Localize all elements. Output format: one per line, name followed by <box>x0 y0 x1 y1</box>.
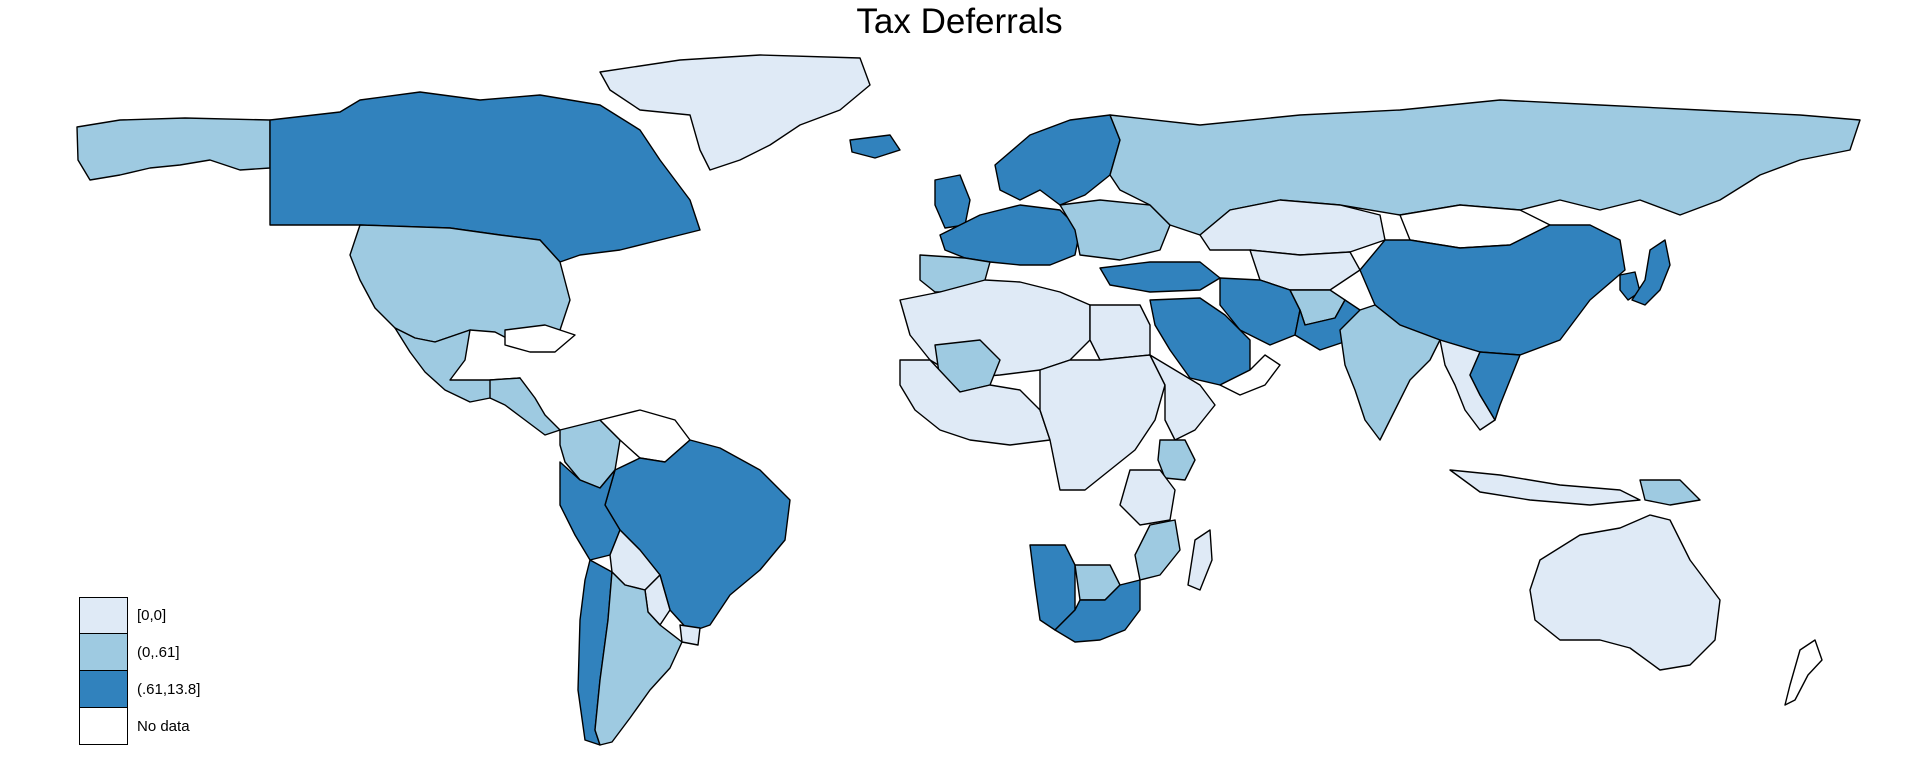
region-east-africa <box>1149 354 1216 441</box>
legend-label: [0,0] <box>137 607 167 624</box>
region-vietnam <box>1469 351 1521 421</box>
region-scandinavia <box>994 114 1121 206</box>
region-india <box>1339 304 1441 441</box>
region-mozambique <box>1134 519 1181 581</box>
legend-item-zero: [0,0] <box>79 597 279 634</box>
legend-swatch <box>79 708 128 745</box>
legend-swatch <box>79 671 128 708</box>
region-uruguay <box>679 624 701 646</box>
legend-swatch <box>79 634 128 671</box>
region-arabian-peninsula <box>1219 354 1281 396</box>
legend-item-low: (0,.61] <box>79 634 279 671</box>
region-japan <box>1631 239 1671 306</box>
region-united-kingdom <box>934 174 971 229</box>
legend-label: (.61,13.8] <box>137 681 201 698</box>
region-papua-new-guinea <box>1639 479 1701 506</box>
region-tanzania <box>1119 469 1176 526</box>
region-madagascar <box>1187 529 1213 591</box>
region-kenya <box>1157 439 1196 481</box>
region-turkey <box>1099 261 1221 293</box>
map-legend: [0,0] (0,.61] (.61,13.8] No data <box>79 597 279 745</box>
legend-swatch <box>79 597 128 634</box>
region-new-zealand <box>1784 639 1823 706</box>
region-caribbean <box>504 324 576 353</box>
region-argentina <box>594 571 683 746</box>
region-iceland <box>849 134 901 159</box>
region-central-america <box>489 377 561 436</box>
map-title: Tax Deferrals <box>856 2 1063 41</box>
region-australia <box>1529 514 1721 671</box>
region-central-africa <box>1039 354 1166 491</box>
legend-item-high: (.61,13.8] <box>79 671 279 708</box>
legend-item-nodata: No data <box>79 708 279 745</box>
region-greenland <box>599 54 871 171</box>
region-western-europe <box>939 204 1081 266</box>
legend-label: (0,.61] <box>137 644 180 661</box>
region-south-africa <box>1054 579 1141 643</box>
region-eastern-europe <box>1059 199 1171 261</box>
region-egypt <box>1089 304 1151 361</box>
region-alaska <box>76 117 271 181</box>
legend-label: No data <box>137 718 190 735</box>
region-indonesia <box>1449 469 1641 506</box>
